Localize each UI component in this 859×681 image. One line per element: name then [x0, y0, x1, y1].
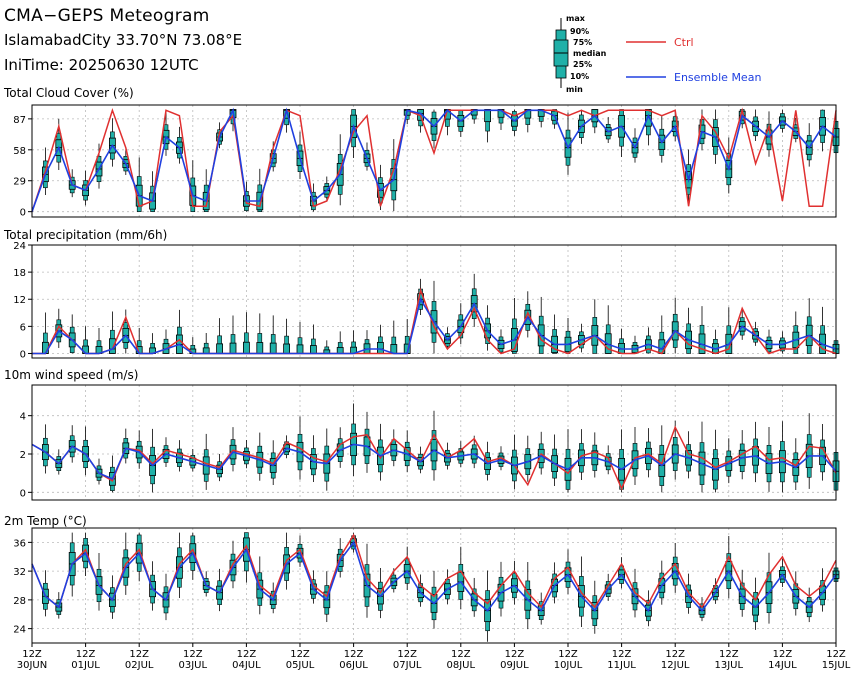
y-tick-label: 18 [13, 268, 26, 279]
x-tick-date: 08JUL [447, 660, 476, 671]
y-tick-label: 0 [20, 349, 26, 360]
panel-3: 24 28 32 36 [13, 527, 840, 644]
panel-title-precip: Total precipitation (mm/6h) [4, 228, 168, 242]
x-tick-hour: 12Z [826, 649, 846, 660]
box-quartile [216, 343, 224, 354]
x-tick-date: 10JUL [554, 660, 583, 671]
x-tick-hour: 12Z [451, 649, 471, 660]
legend-mean-label: Ensemble Mean [674, 71, 761, 84]
x-tick-date: 07JUL [393, 660, 422, 671]
panel-title-cloud: Total Cloud Cover (%) [4, 86, 134, 100]
x-tick-hour: 12Z [344, 649, 364, 660]
x-tick-date: 04JUL [232, 660, 261, 671]
x-tick-date: 14JUL [768, 660, 797, 671]
y-tick-label: 12 [13, 295, 26, 306]
x-tick-date: 12JUL [661, 660, 690, 671]
panel-frame [31, 104, 837, 218]
x-tick-date: 11JUL [607, 660, 636, 671]
y-tick-label: 24 [13, 625, 26, 636]
panel-0: 0 29 58 87 [13, 104, 840, 219]
x-tick-hour: 12Z [719, 649, 739, 660]
box-quartile [645, 109, 652, 127]
x-tick-date: 13JUL [715, 660, 744, 671]
location-label: IslamabadCity 33.70°N 73.08°E [4, 31, 243, 49]
legend: max 90% 75% median 25% 10% min Ctrl Ensemble Mea… [553, 14, 761, 94]
x-tick-date: 02JUL [125, 660, 154, 671]
x-tick-date: 30JUN [17, 660, 47, 671]
legend-box-label: 75% [573, 38, 592, 47]
y-tick-label: 6 [20, 322, 26, 333]
x-tick-hour: 12Z [505, 649, 525, 660]
box-quartile [202, 347, 210, 354]
ensemble-mean-line [32, 297, 837, 355]
x-tick-date: 01JUL [71, 660, 100, 671]
panel-frame [31, 527, 837, 644]
legend-box-label: max [566, 14, 586, 23]
x-tick-hour: 12Z [773, 649, 793, 660]
x-tick-hour: 12Z [558, 649, 578, 660]
panel-frame [31, 244, 837, 359]
ensemble-mean-line [31, 107, 837, 212]
x-tick-hour: 12Z [612, 649, 632, 660]
box-quartile [309, 345, 317, 354]
y-tick-label: 24 [13, 241, 26, 252]
y-tick-label: 36 [13, 538, 26, 549]
panel-title-temp: 2m Temp (°C) [4, 514, 87, 528]
ensemble-mean-line [31, 443, 837, 480]
x-tick-hour: 12Z [22, 649, 42, 660]
ctrl-line [31, 107, 837, 212]
legend-box-label: 25% [573, 60, 592, 69]
legend-box-label: min [566, 85, 583, 94]
legend-box-label: 90% [570, 27, 589, 36]
x-tick-date: 05JUL [286, 660, 315, 671]
box-quartile [242, 341, 250, 354]
x-tick-date: 03JUL [179, 660, 208, 671]
box-quartile [524, 109, 532, 119]
x-tick-hour: 12Z [129, 649, 149, 660]
y-tick-label: 58 [13, 146, 26, 157]
x-tick-hour: 12Z [183, 649, 203, 660]
panel-1: 0 6 12 18 24 [13, 241, 840, 360]
y-tick-label: 0 [20, 488, 26, 499]
y-tick-label: 32 [13, 567, 26, 578]
panel-title-wind: 10m wind speed (m/s) [4, 368, 139, 382]
box-quartile [269, 342, 277, 354]
x-axis: 12Z30JUN12Z01JUL12Z02JUL12Z03JUL12Z04JUL… [17, 643, 851, 671]
x-tick-hour: 12Z [237, 649, 257, 660]
y-tick-label: 0 [20, 208, 26, 219]
y-tick-label: 2 [20, 450, 26, 461]
x-tick-hour: 12Z [665, 649, 685, 660]
y-tick-label: 87 [13, 115, 26, 126]
x-tick-hour: 12Z [397, 649, 417, 660]
box-quartile [537, 109, 545, 117]
box-quartile [229, 342, 237, 354]
panel-2: 0 2 4 [20, 384, 840, 501]
box-quartile [296, 344, 304, 354]
y-tick-label: 29 [13, 177, 26, 188]
box-quartile [376, 341, 384, 354]
legend-box-label: median [573, 49, 607, 58]
box-quartile [283, 343, 291, 354]
init-time-label: IniTime: 20250630 12UTC [4, 56, 199, 74]
ensemble-mean-line [31, 540, 837, 613]
x-tick-date: 15JUL [822, 660, 851, 671]
x-tick-hour: 12Z [76, 649, 96, 660]
x-tick-date: 06JUL [339, 660, 368, 671]
y-tick-label: 4 [20, 412, 26, 423]
legend-ctrl-label: Ctrl [674, 36, 694, 49]
box-quartile [336, 347, 344, 354]
panel-frame [31, 384, 837, 501]
ctrl-line [31, 425, 837, 491]
x-tick-hour: 12Z [290, 649, 310, 660]
x-tick-date: 09JUL [500, 660, 529, 671]
legend-box-label: 10% [570, 72, 589, 81]
chart-title: CMA−GEPS Meteogram [4, 6, 210, 26]
box-quartile [256, 342, 264, 354]
y-tick-label: 28 [13, 596, 26, 607]
box-quartile [484, 109, 492, 123]
